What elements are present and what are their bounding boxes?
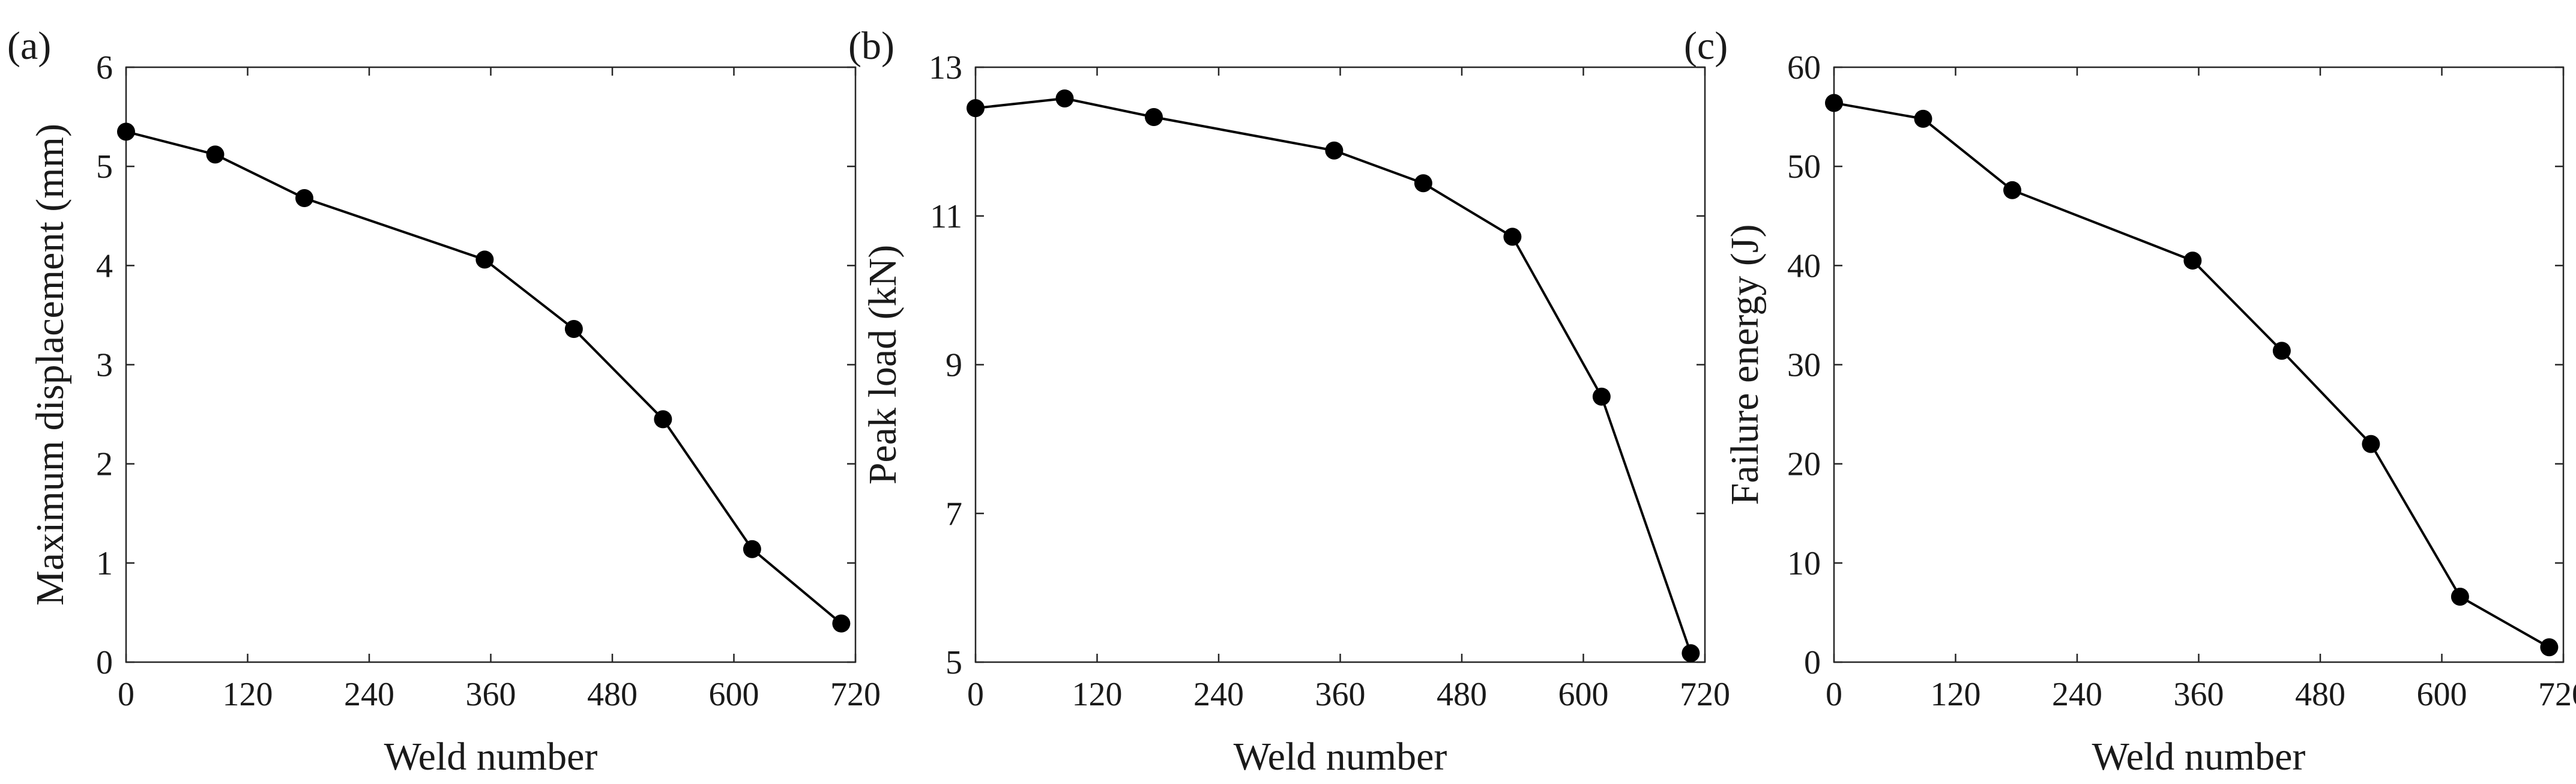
y-tick-label: 11 [930, 198, 962, 235]
plot-area-frame [1833, 66, 2565, 663]
x-tick-label: 360 [2174, 676, 2224, 713]
chart-panel-a: (a) 0 120 240 360 480 600 720 0 1 2 3 4 5 6 Weld number… [7, 24, 881, 779]
y-tick-label: 7 [946, 495, 962, 532]
y-tick-label: 5 [96, 148, 113, 185]
y-tick-label: 2 [96, 446, 113, 483]
series-line [1833, 101, 2550, 648]
data-point [2003, 181, 2021, 199]
y-tick-label: 40 [1787, 247, 1821, 285]
panel-label: (b) [848, 24, 894, 68]
data-point [967, 99, 985, 118]
y-tick-label: 20 [1787, 446, 1821, 483]
x-tick-label: 720 [2538, 676, 2576, 713]
data-point [1145, 107, 1163, 126]
x-tick-label: 240 [1193, 676, 1244, 713]
data-point [2540, 638, 2559, 657]
y-tick-label: 30 [1787, 347, 1821, 384]
chart-panel-c: (c) 0 120 240 360 480 600 720 0 10 20 30 40 50 60 Weld … [1684, 24, 2576, 779]
x-tick-label: 0 [1826, 676, 1842, 713]
data-point [1055, 89, 1074, 108]
data-point [295, 189, 313, 208]
data-point [1914, 109, 1932, 128]
x-tick-label: 480 [587, 676, 638, 713]
y-tick-label: 50 [1787, 148, 1821, 185]
y-tick-label: 9 [946, 347, 962, 384]
x-tick-label: 600 [1558, 676, 1609, 713]
plot-area-frame [125, 66, 857, 663]
x-axis-label: Weld number [2092, 735, 2306, 779]
x-tick-label: 720 [830, 676, 881, 713]
x-tick-label: 360 [466, 676, 516, 713]
data-point [1414, 174, 1432, 193]
x-tick-label: 120 [223, 676, 273, 713]
y-tick-label: 60 [1787, 49, 1821, 86]
data-point [2183, 252, 2202, 270]
x-axis-label: Weld number [1234, 735, 1447, 779]
x-tick-label: 0 [967, 676, 984, 713]
x-tick-label: 120 [1072, 676, 1123, 713]
data-point [475, 250, 494, 269]
x-tick-label: 600 [2417, 676, 2467, 713]
x-tick-label: 240 [2052, 676, 2102, 713]
y-tick-label: 5 [946, 644, 962, 681]
x-tick-label: 480 [2295, 676, 2345, 713]
x-axis-label: Weld number [384, 735, 598, 779]
y-axis-label: Failure energy (J) [1723, 225, 1767, 505]
x-tick-label: 240 [344, 676, 394, 713]
x-tick-label: 360 [1315, 676, 1366, 713]
data-point [1825, 94, 1843, 112]
data-point [2272, 342, 2291, 360]
series-line [975, 97, 1692, 654]
chart-panel-b: (b) 0 120 240 360 480 600 720 5 7 9 11 13 Weld number… [848, 24, 1730, 779]
data-point [206, 145, 225, 164]
x-tick-label: 600 [709, 676, 759, 713]
y-tick-label: 1 [96, 545, 113, 582]
y-tick-label: 13 [929, 49, 962, 86]
panel-label: (c) [1684, 24, 1728, 68]
y-axis-label: Peak load (kN) [861, 245, 905, 485]
data-point [117, 122, 135, 141]
data-point [743, 540, 761, 558]
y-tick-label: 6 [96, 49, 113, 86]
x-tick-label: 0 [118, 676, 134, 713]
y-tick-label: 0 [96, 644, 113, 681]
data-point [564, 320, 583, 339]
data-point [2362, 435, 2380, 453]
data-point [1592, 387, 1611, 406]
x-tick-label: 480 [1437, 676, 1487, 713]
y-tick-label: 10 [1787, 545, 1821, 582]
x-tick-label: 120 [1931, 676, 1981, 713]
data-point [2451, 587, 2469, 606]
data-point [1325, 141, 1344, 160]
y-tick-label: 0 [1804, 644, 1821, 681]
x-tick-label: 720 [1680, 676, 1730, 713]
data-point [832, 614, 851, 633]
data-point [654, 410, 672, 429]
y-tick-label: 4 [96, 247, 113, 285]
data-point [1503, 228, 1522, 246]
series-line [125, 130, 842, 625]
y-tick-label: 3 [96, 347, 113, 384]
data-point [1682, 644, 1700, 663]
panel-label: (a) [7, 24, 51, 68]
y-axis-label: Maximum displacement (mm) [28, 124, 72, 606]
